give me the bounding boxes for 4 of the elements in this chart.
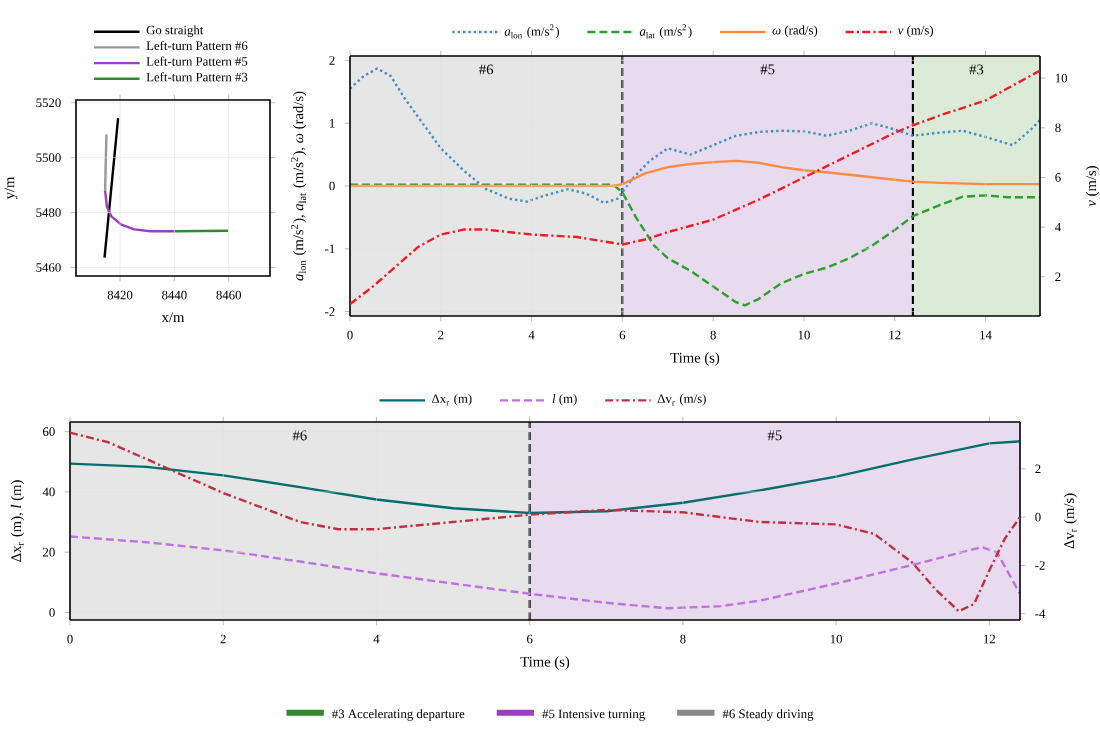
line-series [103, 189, 176, 233]
line-series [70, 440, 1020, 515]
line-series [70, 431, 1020, 613]
line-series [70, 535, 1020, 610]
